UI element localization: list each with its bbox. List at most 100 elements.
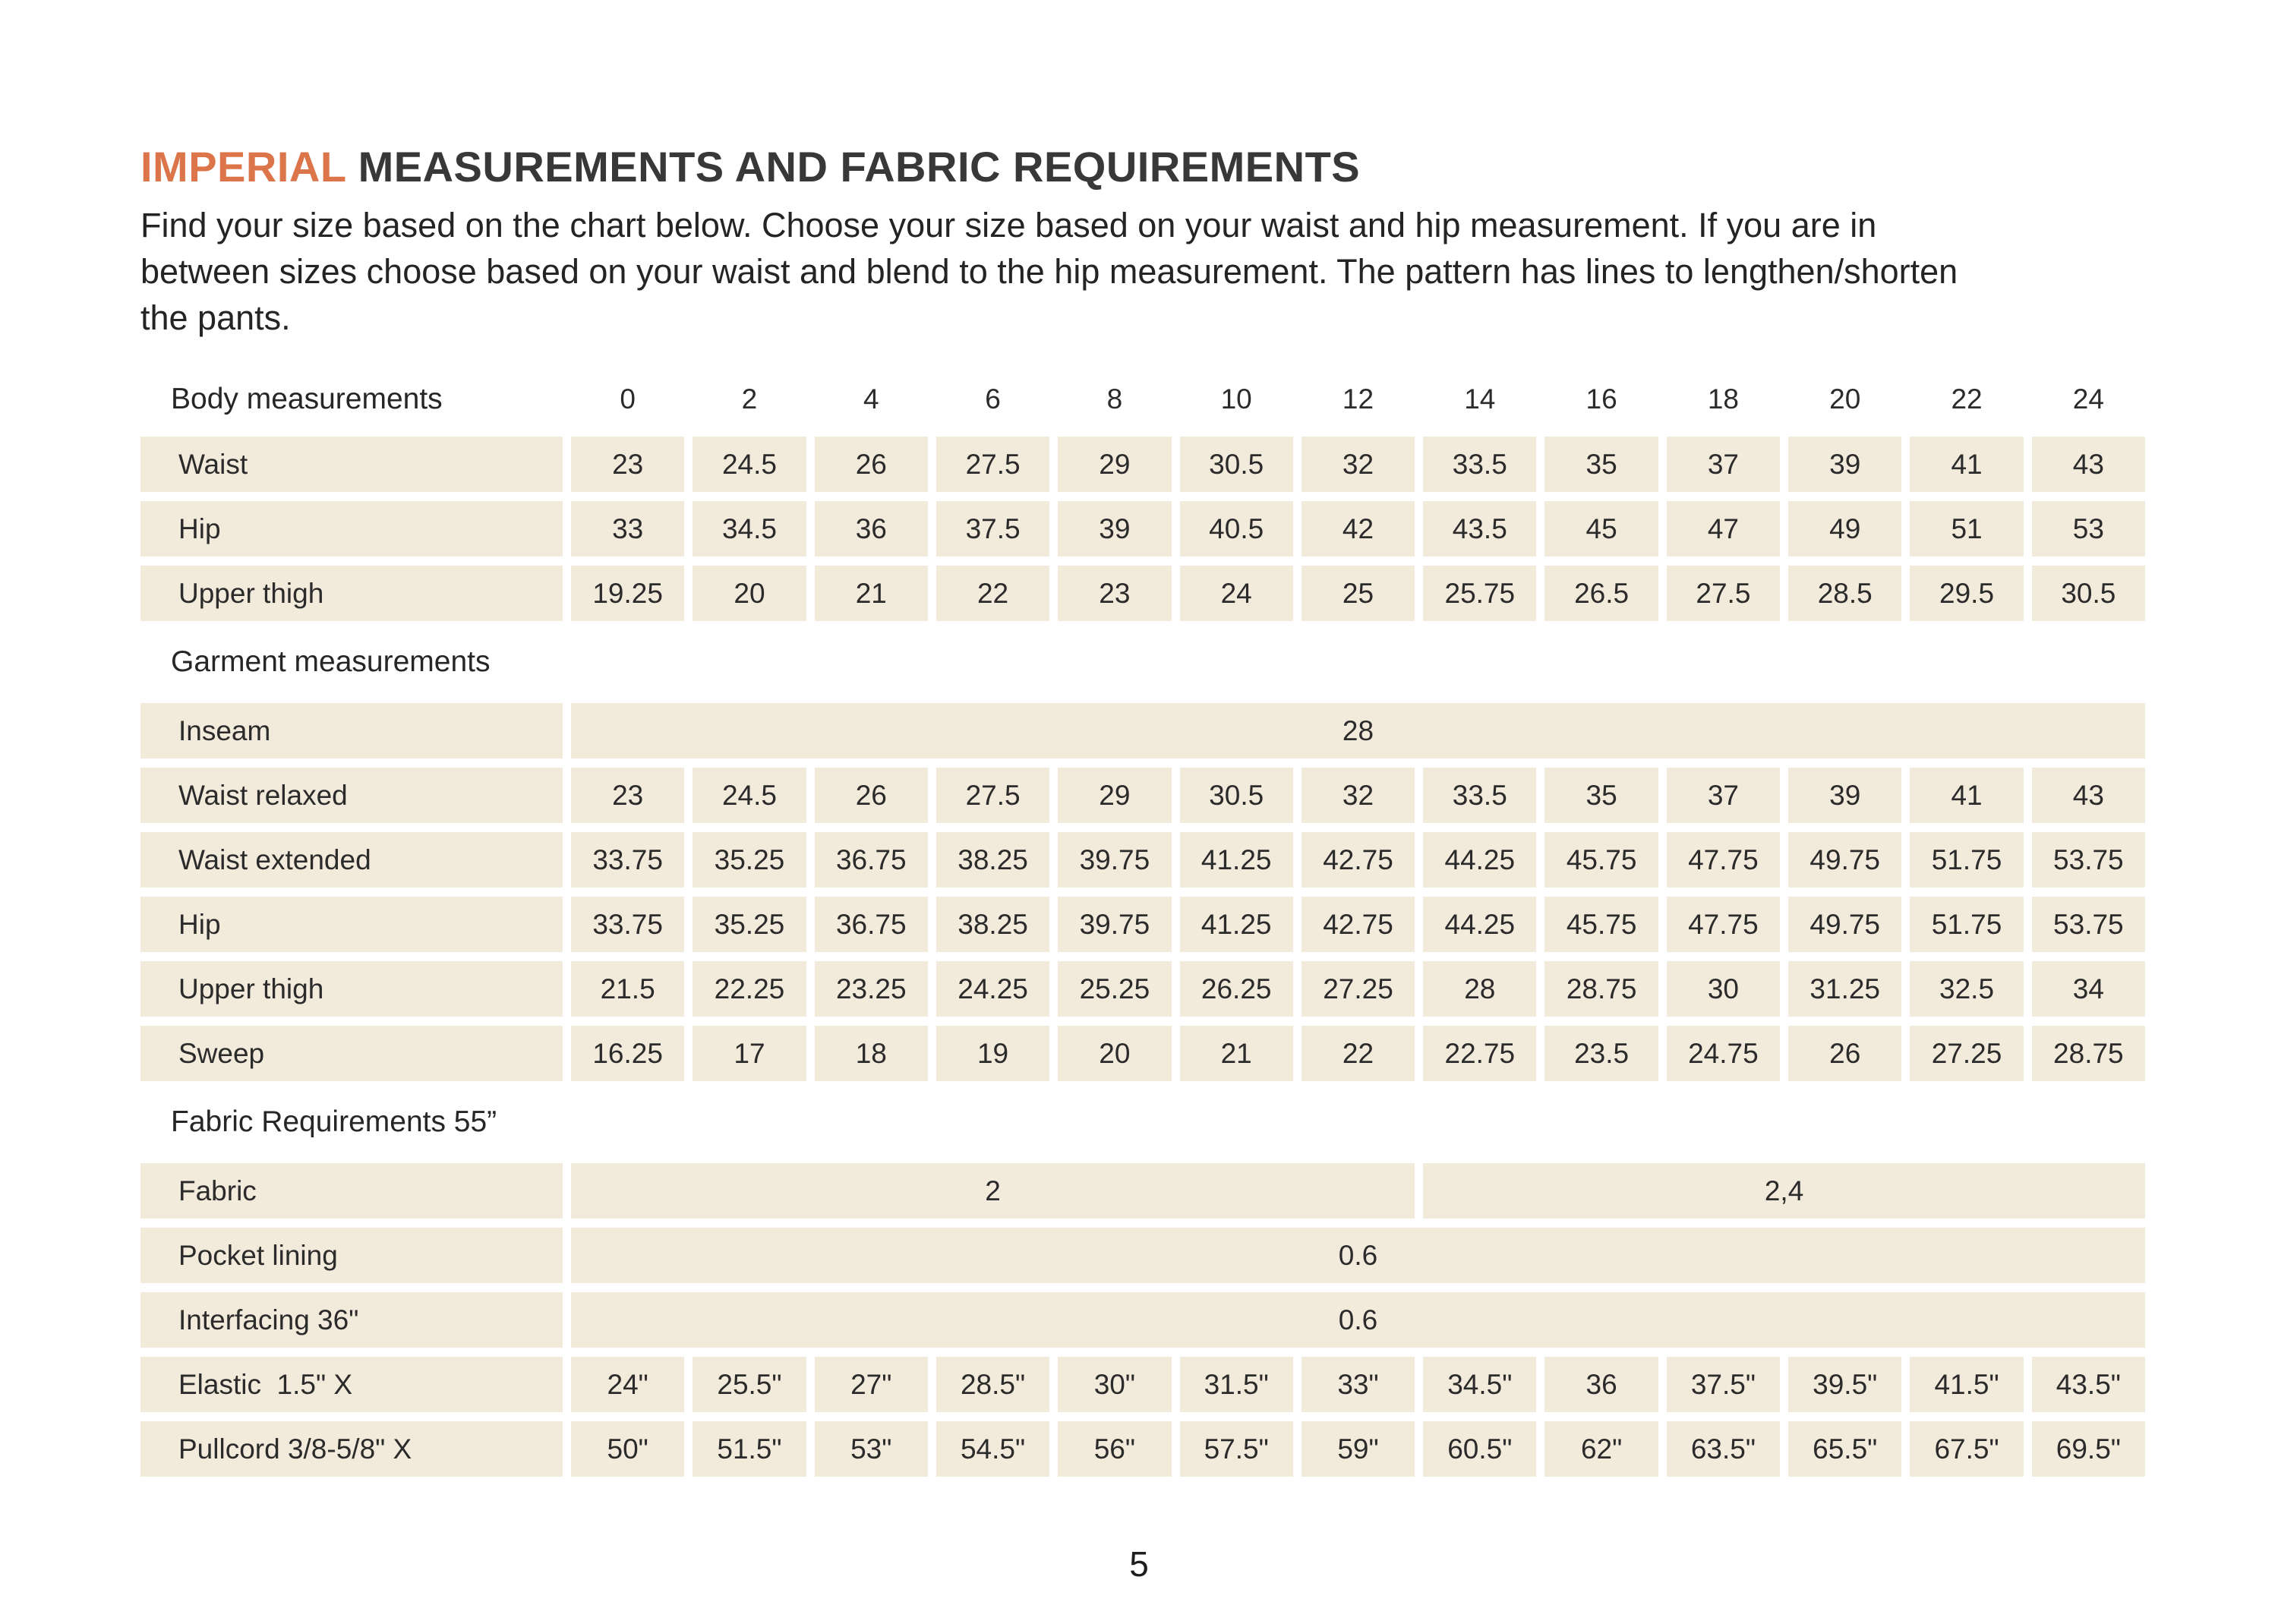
table-cell: 23 bbox=[571, 437, 685, 492]
table-cell: 59" bbox=[1301, 1421, 1415, 1477]
size-column-header: 16 bbox=[1585, 383, 1617, 415]
row-label: Hip bbox=[140, 501, 563, 557]
table-cell: 41 bbox=[1910, 768, 2024, 823]
table-cell: 26.25 bbox=[1179, 961, 1293, 1017]
table-cell-merged: 28 bbox=[571, 703, 2145, 758]
table-cell: 26 bbox=[814, 768, 928, 823]
table-cell: 41.25 bbox=[1179, 897, 1293, 952]
table-cell: 23.25 bbox=[814, 961, 928, 1017]
description-line: Find your size based on the chart below.… bbox=[140, 206, 1877, 244]
table-cell: 45.75 bbox=[1544, 897, 1658, 952]
table-cell: 16.25 bbox=[571, 1026, 685, 1081]
table-cell: 36.75 bbox=[814, 832, 928, 888]
table-cell: 39 bbox=[1788, 768, 1902, 823]
size-column-header: 18 bbox=[1707, 383, 1739, 415]
row-label: Hip bbox=[140, 897, 563, 952]
table-cell: 57.5" bbox=[1179, 1421, 1293, 1477]
table-cell: 24.25 bbox=[935, 961, 1050, 1017]
table-cell: 34 bbox=[2031, 961, 2145, 1017]
table-cell: 23 bbox=[1058, 566, 1172, 621]
table-cell: 39 bbox=[1058, 501, 1172, 557]
table-cell: 33 bbox=[571, 501, 685, 557]
table-cell: 41 bbox=[1910, 437, 2024, 492]
table-cell: 47 bbox=[1666, 501, 1781, 557]
table-cell: 32 bbox=[1301, 768, 1415, 823]
size-column-header: 6 bbox=[985, 383, 1001, 415]
table-cell: 51.75 bbox=[1910, 897, 2024, 952]
table-cell: 43.5 bbox=[1423, 501, 1537, 557]
table-cell: 33" bbox=[1301, 1357, 1415, 1412]
table-cell: 25.25 bbox=[1058, 961, 1172, 1017]
table-cell: 24.5 bbox=[693, 437, 806, 492]
table-cell: 36 bbox=[1544, 1357, 1658, 1412]
table-cell: 19 bbox=[935, 1026, 1050, 1081]
table-cell: 31.25 bbox=[1788, 961, 1902, 1017]
table-cell: 23 bbox=[571, 768, 685, 823]
table-cell-merged: 2,4 bbox=[1423, 1163, 2145, 1219]
table-cell: 62" bbox=[1544, 1421, 1658, 1477]
table-cell: 65.5" bbox=[1788, 1421, 1902, 1477]
size-column-header: 8 bbox=[1106, 383, 1123, 415]
row-label: Pocket lining bbox=[140, 1228, 563, 1283]
size-column-header: 24 bbox=[2072, 383, 2104, 415]
table-cell: 44.25 bbox=[1423, 832, 1537, 888]
row-label: Elastic 1.5" X bbox=[140, 1357, 563, 1412]
table-cell: 33.5 bbox=[1423, 437, 1537, 492]
table-cell: 37 bbox=[1666, 768, 1781, 823]
size-column-header: 14 bbox=[1464, 383, 1496, 415]
table-cell: 32.5 bbox=[1910, 961, 2024, 1017]
table-cell: 35 bbox=[1544, 768, 1658, 823]
table-cell: 34.5 bbox=[693, 501, 806, 557]
table-cell: 56" bbox=[1058, 1421, 1172, 1477]
table-cell: 47.75 bbox=[1666, 897, 1781, 952]
table-cell: 24.75 bbox=[1666, 1026, 1781, 1081]
table-cell: 22.75 bbox=[1423, 1026, 1537, 1081]
row-label: Upper thigh bbox=[140, 566, 563, 621]
table-cell: 21.5 bbox=[571, 961, 685, 1017]
row-label: Upper thigh bbox=[140, 961, 563, 1017]
table-cell: 30" bbox=[1058, 1357, 1172, 1412]
table-cell: 39.75 bbox=[1058, 897, 1172, 952]
table-cell: 40.5 bbox=[1179, 501, 1293, 557]
table-cell: 41.25 bbox=[1179, 832, 1293, 888]
table-cell: 28.75 bbox=[2031, 1026, 2145, 1081]
table-cell: 26.5 bbox=[1544, 566, 1658, 621]
table-cell: 35 bbox=[1544, 437, 1658, 492]
content-area: IMPERIAL MEASUREMENTS AND FABRIC REQUIRE… bbox=[0, 141, 2278, 1477]
description-line: the pants. bbox=[140, 298, 291, 337]
table-cell: 19.25 bbox=[571, 566, 685, 621]
table-cell: 27.5 bbox=[935, 437, 1050, 492]
table-cell: 49.75 bbox=[1788, 832, 1902, 888]
table-cell: 53 bbox=[2031, 501, 2145, 557]
table-cell: 29 bbox=[1058, 437, 1172, 492]
table-cell: 54.5" bbox=[935, 1421, 1050, 1477]
table-cell: 39 bbox=[1788, 437, 1902, 492]
row-label: Waist extended bbox=[140, 832, 563, 888]
table-cell-merged: 0.6 bbox=[571, 1228, 2145, 1283]
table-cell: 24.5 bbox=[693, 768, 806, 823]
table-cell: 60.5" bbox=[1423, 1421, 1537, 1477]
table-cell: 24" bbox=[571, 1357, 685, 1412]
page-title-rest: MEASUREMENTS AND FABRIC REQUIREMENTS bbox=[345, 143, 1361, 191]
row-label: Sweep bbox=[140, 1026, 563, 1081]
table-cell: 25 bbox=[1301, 566, 1415, 621]
table-cell: 47.75 bbox=[1666, 832, 1781, 888]
table-cell: 39.75 bbox=[1058, 832, 1172, 888]
table-cell: 20 bbox=[693, 566, 806, 621]
table-cell: 33.75 bbox=[571, 832, 685, 888]
table-cell: 30.5 bbox=[1179, 437, 1293, 492]
table-cell: 33.5 bbox=[1423, 768, 1537, 823]
table-cell: 36.75 bbox=[814, 897, 928, 952]
table-cell: 45 bbox=[1544, 501, 1658, 557]
table-cell: 49 bbox=[1788, 501, 1902, 557]
table-cell: 43.5" bbox=[2031, 1357, 2145, 1412]
table-cell: 50" bbox=[571, 1421, 685, 1477]
table-cell: 67.5" bbox=[1910, 1421, 2024, 1477]
table-cell: 28.75 bbox=[1544, 961, 1658, 1017]
table-cell: 29 bbox=[1058, 768, 1172, 823]
table-cell: 51 bbox=[1910, 501, 2024, 557]
section-header: Body measurements bbox=[171, 383, 443, 415]
table-cell: 42.75 bbox=[1301, 832, 1415, 888]
intro-paragraph: Find your size based on the chart below.… bbox=[140, 202, 2138, 341]
size-column-header: 20 bbox=[1829, 383, 1861, 415]
